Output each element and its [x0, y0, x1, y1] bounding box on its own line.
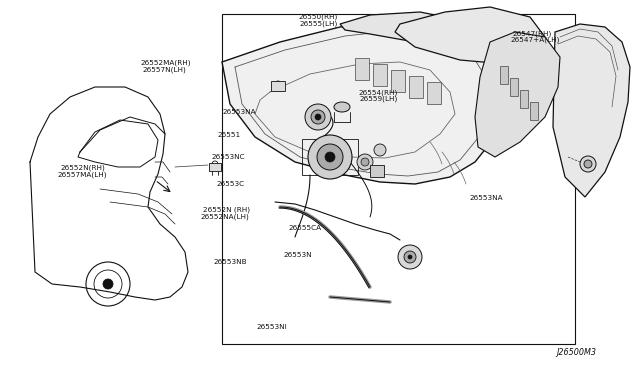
- Bar: [530, 102, 538, 120]
- Polygon shape: [475, 32, 560, 157]
- Circle shape: [580, 156, 596, 172]
- Circle shape: [408, 255, 412, 259]
- Text: 26552NA(LH): 26552NA(LH): [200, 214, 249, 220]
- Bar: [500, 66, 508, 84]
- Bar: [302, 139, 358, 175]
- Circle shape: [311, 110, 325, 124]
- Circle shape: [325, 152, 335, 162]
- Text: 26553NA: 26553NA: [469, 195, 503, 201]
- Text: 26552MA(RH): 26552MA(RH): [141, 60, 191, 67]
- Bar: [409, 76, 423, 98]
- Circle shape: [315, 114, 321, 120]
- Bar: [209, 163, 221, 171]
- Circle shape: [361, 158, 369, 166]
- Bar: [520, 90, 528, 108]
- Bar: [427, 82, 441, 104]
- Circle shape: [308, 135, 352, 179]
- Text: 26552N (RH): 26552N (RH): [203, 207, 250, 214]
- Circle shape: [305, 104, 331, 130]
- Text: 26555CA: 26555CA: [288, 225, 321, 231]
- Text: 26554(RH): 26554(RH): [358, 89, 397, 96]
- Bar: [271, 81, 285, 91]
- Circle shape: [103, 279, 113, 289]
- Text: 26553NI: 26553NI: [256, 324, 287, 330]
- Text: 26547+A(LH): 26547+A(LH): [511, 37, 560, 44]
- Text: 26555(LH): 26555(LH): [300, 20, 338, 27]
- Circle shape: [357, 154, 373, 170]
- Polygon shape: [340, 12, 475, 44]
- Ellipse shape: [334, 102, 350, 112]
- Bar: [510, 78, 518, 96]
- Circle shape: [584, 160, 592, 168]
- Text: 26553NA: 26553NA: [223, 109, 257, 115]
- Circle shape: [404, 251, 416, 263]
- Bar: [355, 58, 369, 80]
- Bar: [370, 165, 384, 177]
- Bar: [391, 70, 405, 92]
- Circle shape: [374, 144, 386, 156]
- Text: 26553NB: 26553NB: [214, 259, 248, 265]
- Polygon shape: [222, 22, 510, 184]
- Text: 26552N(RH): 26552N(RH): [61, 165, 106, 171]
- Text: J26500M3: J26500M3: [557, 348, 596, 357]
- Text: 26547(RH): 26547(RH): [512, 30, 551, 37]
- Polygon shape: [395, 7, 545, 64]
- Polygon shape: [553, 24, 630, 197]
- Text: 26553N: 26553N: [284, 252, 312, 258]
- Bar: [373, 64, 387, 86]
- Text: 26551: 26551: [218, 132, 241, 138]
- Text: 26553C: 26553C: [216, 181, 244, 187]
- Text: 26550(RH): 26550(RH): [298, 13, 337, 20]
- Text: 26559(LH): 26559(LH): [360, 96, 398, 102]
- Bar: [222, 14, 575, 344]
- Text: 26557N(LH): 26557N(LH): [142, 67, 186, 73]
- Circle shape: [317, 144, 343, 170]
- Text: 26557MA(LH): 26557MA(LH): [58, 171, 107, 178]
- Circle shape: [398, 245, 422, 269]
- Text: 26553NC: 26553NC: [211, 154, 245, 160]
